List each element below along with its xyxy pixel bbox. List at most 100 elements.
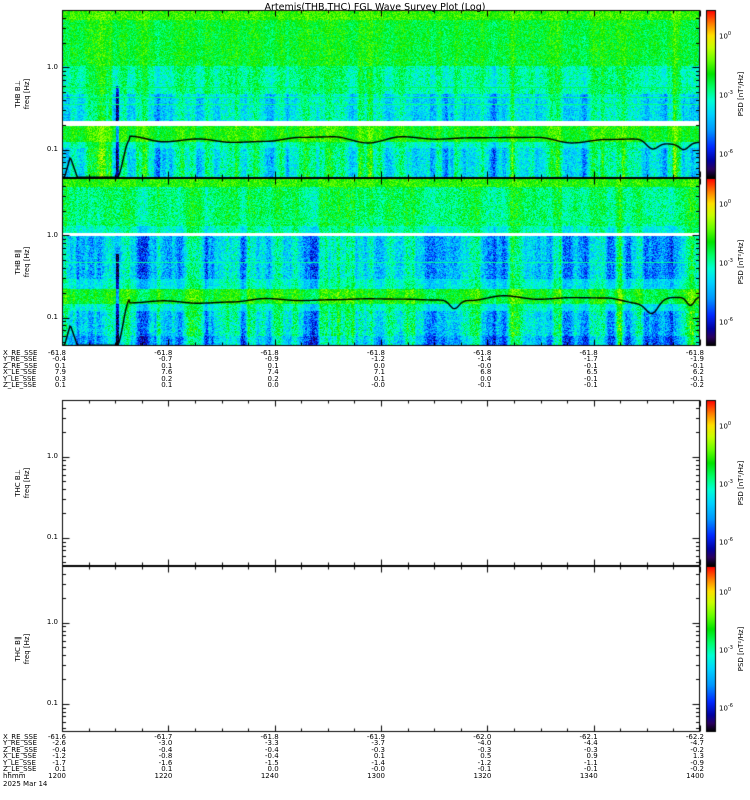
psd-axis-label: PSD [nT²/Hz]: [737, 460, 745, 506]
colorbar-tick-label: 100: [719, 586, 732, 597]
panel-ylabel: THB B∥ freq [Hz]: [14, 246, 31, 278]
freq-tick-label: 0.1: [46, 533, 58, 542]
ephemeris-value: -0.3: [477, 745, 492, 754]
colorbar-tick-label: 10-3: [719, 479, 733, 489]
ephemeris-value: 0.0: [267, 381, 279, 389]
ephemeris-value: -62.2: [685, 733, 704, 741]
ephemeris-value: -4.4: [583, 739, 598, 748]
ephemeris-value: 0.3: [54, 374, 66, 383]
ephemeris-value: 6.5: [586, 368, 598, 377]
ephemeris-value: -61.8: [685, 349, 704, 357]
ephemeris-value: 7.4: [267, 368, 279, 377]
ephemeris-row-label: Z_RE_SSE: [3, 361, 38, 370]
freq-tick-label: 0.1: [46, 145, 58, 154]
ephemeris-value: -0.1: [690, 361, 704, 370]
colorbar-tick-label: 100: [719, 31, 732, 41]
ephemeris-value: -4.7: [690, 739, 704, 748]
ephemeris-value: -0.1: [690, 374, 704, 383]
ephemeris-value: -1.4: [371, 758, 385, 767]
time-tick-label: 1200: [48, 772, 66, 780]
freq-tick-label: 1.0: [46, 62, 58, 71]
ephemeris-value: 0.2: [267, 374, 279, 383]
colorbar-tick-label: 10-6: [719, 537, 733, 547]
colorbar-tick-label: 100: [719, 420, 732, 431]
ephemeris-value: -0.0: [371, 765, 385, 773]
ephemeris-row-label: Z_LE_SSE: [3, 765, 37, 773]
ephemeris-value: 0.1: [373, 374, 385, 383]
ephemeris-value: -0.1: [583, 381, 598, 389]
panel-ylabel: THC B∥ freq [Hz]: [14, 633, 31, 665]
ephemeris-value: -0.7: [158, 355, 173, 364]
ephemeris-value: 7.1: [373, 368, 385, 377]
ephemeris-value: -61.7: [154, 733, 173, 741]
freq-tick-label: 0.1: [46, 313, 58, 322]
ephemeris-value: 6.2: [692, 368, 704, 377]
ephemeris-value: -0.4: [264, 745, 279, 754]
ephemeris-value: -2.6: [52, 739, 66, 748]
ephemeris-value: 0.0: [480, 374, 492, 383]
ephemeris-value: -0.9: [264, 355, 279, 364]
ephemeris-row-label: Z_RE_SSE: [3, 745, 38, 754]
freq-tick-label: 1.0: [46, 618, 58, 627]
ephemeris-value: -1.2: [371, 355, 385, 364]
ephemeris-value: -61.8: [260, 733, 279, 741]
ephemeris-value: -1.2: [477, 758, 492, 767]
ephemeris-value: -61.8: [579, 349, 598, 357]
ephemeris-value: -62.1: [579, 733, 598, 741]
ephemeris-row-label: X_LE_SSE: [3, 752, 37, 761]
ephemeris-value: 0.9: [586, 752, 598, 761]
plot-title: Artemis(THB,THC) FGL Wave Survey Plot (L…: [264, 2, 486, 13]
ephemeris-value: 7.6: [161, 368, 173, 377]
ephemeris-row-label: Y_LE_SSE: [3, 374, 36, 383]
ephemeris-value: -0.3: [371, 745, 385, 754]
ephemeris-value: -0.0: [371, 381, 385, 389]
ephemeris-value: 6.8: [480, 368, 492, 377]
ephemeris-value: -0.3: [583, 745, 598, 754]
ephemeris-value: -61.8: [366, 349, 385, 357]
ephemeris-row-label: Z_LE_SSE: [3, 381, 37, 389]
ephemeris-value: -0.4: [52, 355, 66, 364]
ephemeris-value: 0.1: [54, 361, 66, 370]
ephemeris-value: -4.0: [477, 739, 492, 748]
ephemeris-value: -1.9: [690, 355, 704, 364]
psd-axis-label: PSD [nT²/Hz]: [737, 239, 745, 285]
ephemeris-value: -61.9: [366, 733, 385, 741]
ephemeris-value: 0.0: [267, 765, 279, 773]
time-tick-label: 1400: [686, 772, 704, 780]
ephemeris-value: -1.2: [52, 752, 66, 761]
ephemeris-value: -61.8: [473, 349, 492, 357]
ephemeris-value: -61.8: [260, 349, 279, 357]
ephemeris-value: -3.0: [158, 739, 173, 748]
freq-tick-label: 1.0: [46, 452, 58, 461]
ephemeris-value: -0.1: [583, 765, 598, 773]
psd-axis-label: PSD [nT²/Hz]: [737, 71, 745, 117]
colorbar-tick-label: 10-6: [719, 703, 733, 713]
ephemeris-row-label: Y_RE_SSE: [3, 355, 37, 364]
colorbar-tick-label: 10-6: [719, 316, 733, 327]
ephemeris-value: -61.6: [47, 733, 66, 741]
ephemeris-value: 1.3: [692, 752, 704, 761]
ephemeris-row-label: Y_LE_SSE: [3, 758, 36, 767]
colorbar-tick-label: 10-6: [719, 148, 733, 159]
panel-ylabel: THC B⊥ freq [Hz]: [14, 467, 31, 499]
ephemeris-row-label: Y_RE_SSE: [3, 739, 37, 748]
ephemeris-value: -0.1: [583, 374, 598, 383]
ephemeris-value: 0.1: [54, 381, 66, 389]
ephemeris-value: 0.1: [161, 381, 173, 389]
psd-axis-label: PSD [nT²/Hz]: [737, 626, 745, 672]
ephemeris-value: -1.7: [583, 355, 598, 364]
ephemeris-value: -62.0: [473, 733, 492, 741]
ephemeris-value: -1.1: [583, 758, 598, 767]
ephemeris-row-label: X_RE_SSE: [3, 349, 38, 357]
ephemeris-value: 0.0: [373, 361, 385, 370]
ephemeris-value: -0.9: [690, 758, 704, 767]
freq-tick-label: 1.0: [46, 230, 58, 239]
ephemeris-value: -61.8: [47, 349, 66, 357]
time-tick-label: 1300: [367, 772, 385, 780]
colorbar-tick-label: 10-3: [719, 258, 733, 268]
ephemeris-value: -0.4: [52, 745, 66, 754]
ephemeris-value: -0.2: [690, 765, 704, 773]
ephemeris-value: 0.1: [161, 361, 173, 370]
ephemeris-value: -0.8: [158, 752, 173, 761]
